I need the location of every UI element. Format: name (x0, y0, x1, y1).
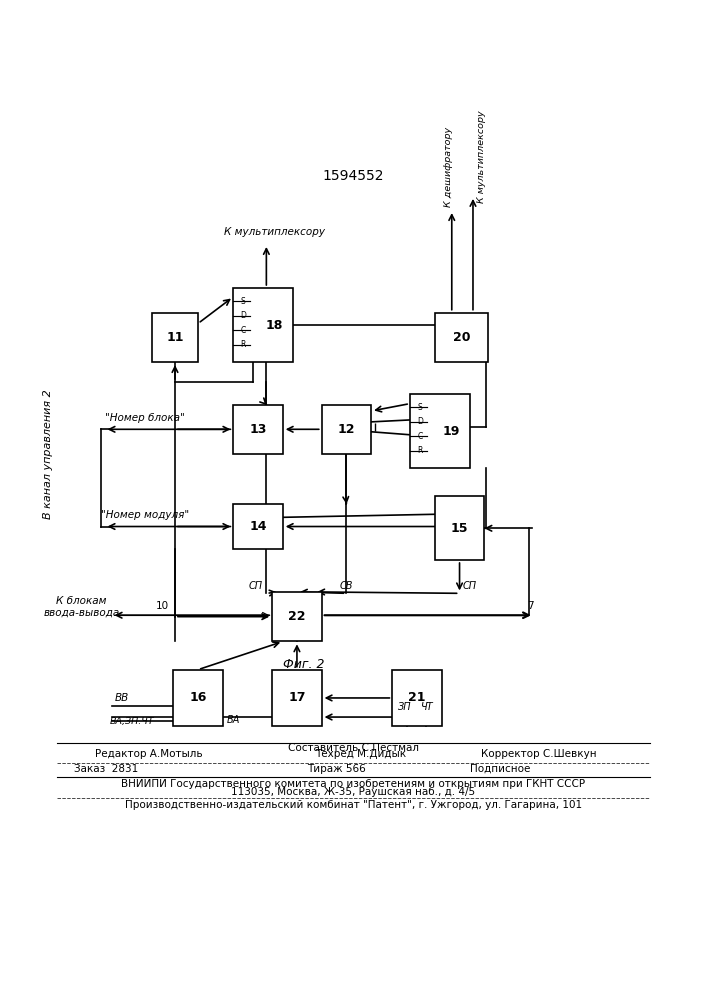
Text: Фиг. 2: Фиг. 2 (284, 658, 325, 671)
Text: C: C (417, 432, 422, 441)
Text: C: C (240, 326, 245, 335)
Text: СП: СП (249, 581, 263, 591)
Text: Тираж 566: Тираж 566 (308, 764, 366, 774)
FancyBboxPatch shape (173, 670, 223, 726)
Text: ВВ: ВВ (115, 693, 129, 703)
Text: S: S (240, 297, 245, 306)
FancyBboxPatch shape (435, 313, 488, 362)
Text: СП: СП (463, 581, 477, 591)
Text: ВА: ВА (226, 715, 240, 725)
Text: "Номер блока": "Номер блока" (105, 413, 185, 423)
Text: 15: 15 (451, 522, 468, 535)
Text: К мультиплексору: К мультиплексору (224, 227, 325, 237)
Text: 7: 7 (527, 601, 533, 611)
FancyBboxPatch shape (233, 504, 283, 549)
FancyBboxPatch shape (272, 670, 322, 726)
Text: ЗП: ЗП (398, 702, 412, 712)
Text: 16: 16 (189, 691, 206, 704)
Text: 10: 10 (156, 601, 169, 611)
FancyBboxPatch shape (410, 394, 470, 468)
Text: 22: 22 (288, 610, 305, 623)
Text: ВНИИПИ Государственного комитета по изобретениям и открытиям при ГКНТ СССР: ВНИИПИ Государственного комитета по изоб… (122, 779, 585, 789)
Text: 11: 11 (166, 331, 184, 344)
Text: Заказ  2831: Заказ 2831 (74, 764, 139, 774)
Text: 1594552: 1594552 (323, 169, 384, 183)
Text: ВА,ЗП.ЧТ: ВА,ЗП.ЧТ (110, 717, 154, 726)
Text: D: D (240, 311, 246, 320)
Text: 19: 19 (443, 425, 460, 438)
Text: Техред М.Дидык: Техред М.Дидык (315, 749, 406, 759)
Text: ЧТ: ЧТ (421, 702, 433, 712)
Text: К блокам
ввода-вывода: К блокам ввода-вывода (43, 596, 119, 618)
Text: К мультиплексору: К мультиплексору (477, 110, 486, 203)
Text: S: S (417, 403, 422, 412)
Text: "Номер модуля": "Номер модуля" (101, 510, 189, 520)
Text: 18: 18 (266, 319, 283, 332)
Text: 14: 14 (250, 520, 267, 533)
Text: Производственно-издательский комбинат "Патент", г. Ужгород, ул. Гагарина, 101: Производственно-издательский комбинат "П… (125, 800, 582, 810)
Text: R: R (240, 340, 246, 349)
Text: СВ: СВ (339, 581, 353, 591)
Text: 12: 12 (338, 423, 355, 436)
Text: 113035, Москва, Ж-35, Раушская наб., д. 4/5: 113035, Москва, Ж-35, Раушская наб., д. … (231, 787, 476, 797)
Text: R: R (417, 446, 423, 455)
Text: D: D (417, 417, 423, 426)
Text: Редактор А.Мотыль: Редактор А.Мотыль (95, 749, 203, 759)
FancyBboxPatch shape (322, 405, 371, 454)
FancyBboxPatch shape (435, 496, 484, 560)
Text: К дешифратору: К дешифратору (444, 126, 452, 207)
Text: 21: 21 (409, 691, 426, 704)
FancyBboxPatch shape (272, 592, 322, 641)
Text: 17: 17 (288, 691, 305, 704)
FancyBboxPatch shape (233, 288, 293, 362)
FancyBboxPatch shape (233, 405, 283, 454)
Text: В канал управления 2: В канал управления 2 (43, 389, 53, 519)
Text: Составитель С.Пестмал: Составитель С.Пестмал (288, 743, 419, 753)
Text: Подписное: Подписное (470, 764, 530, 774)
Text: 13: 13 (250, 423, 267, 436)
FancyBboxPatch shape (392, 670, 442, 726)
FancyBboxPatch shape (152, 313, 198, 362)
Text: Корректор С.Шевкун: Корректор С.Шевкун (481, 749, 597, 759)
Text: 20: 20 (452, 331, 470, 344)
